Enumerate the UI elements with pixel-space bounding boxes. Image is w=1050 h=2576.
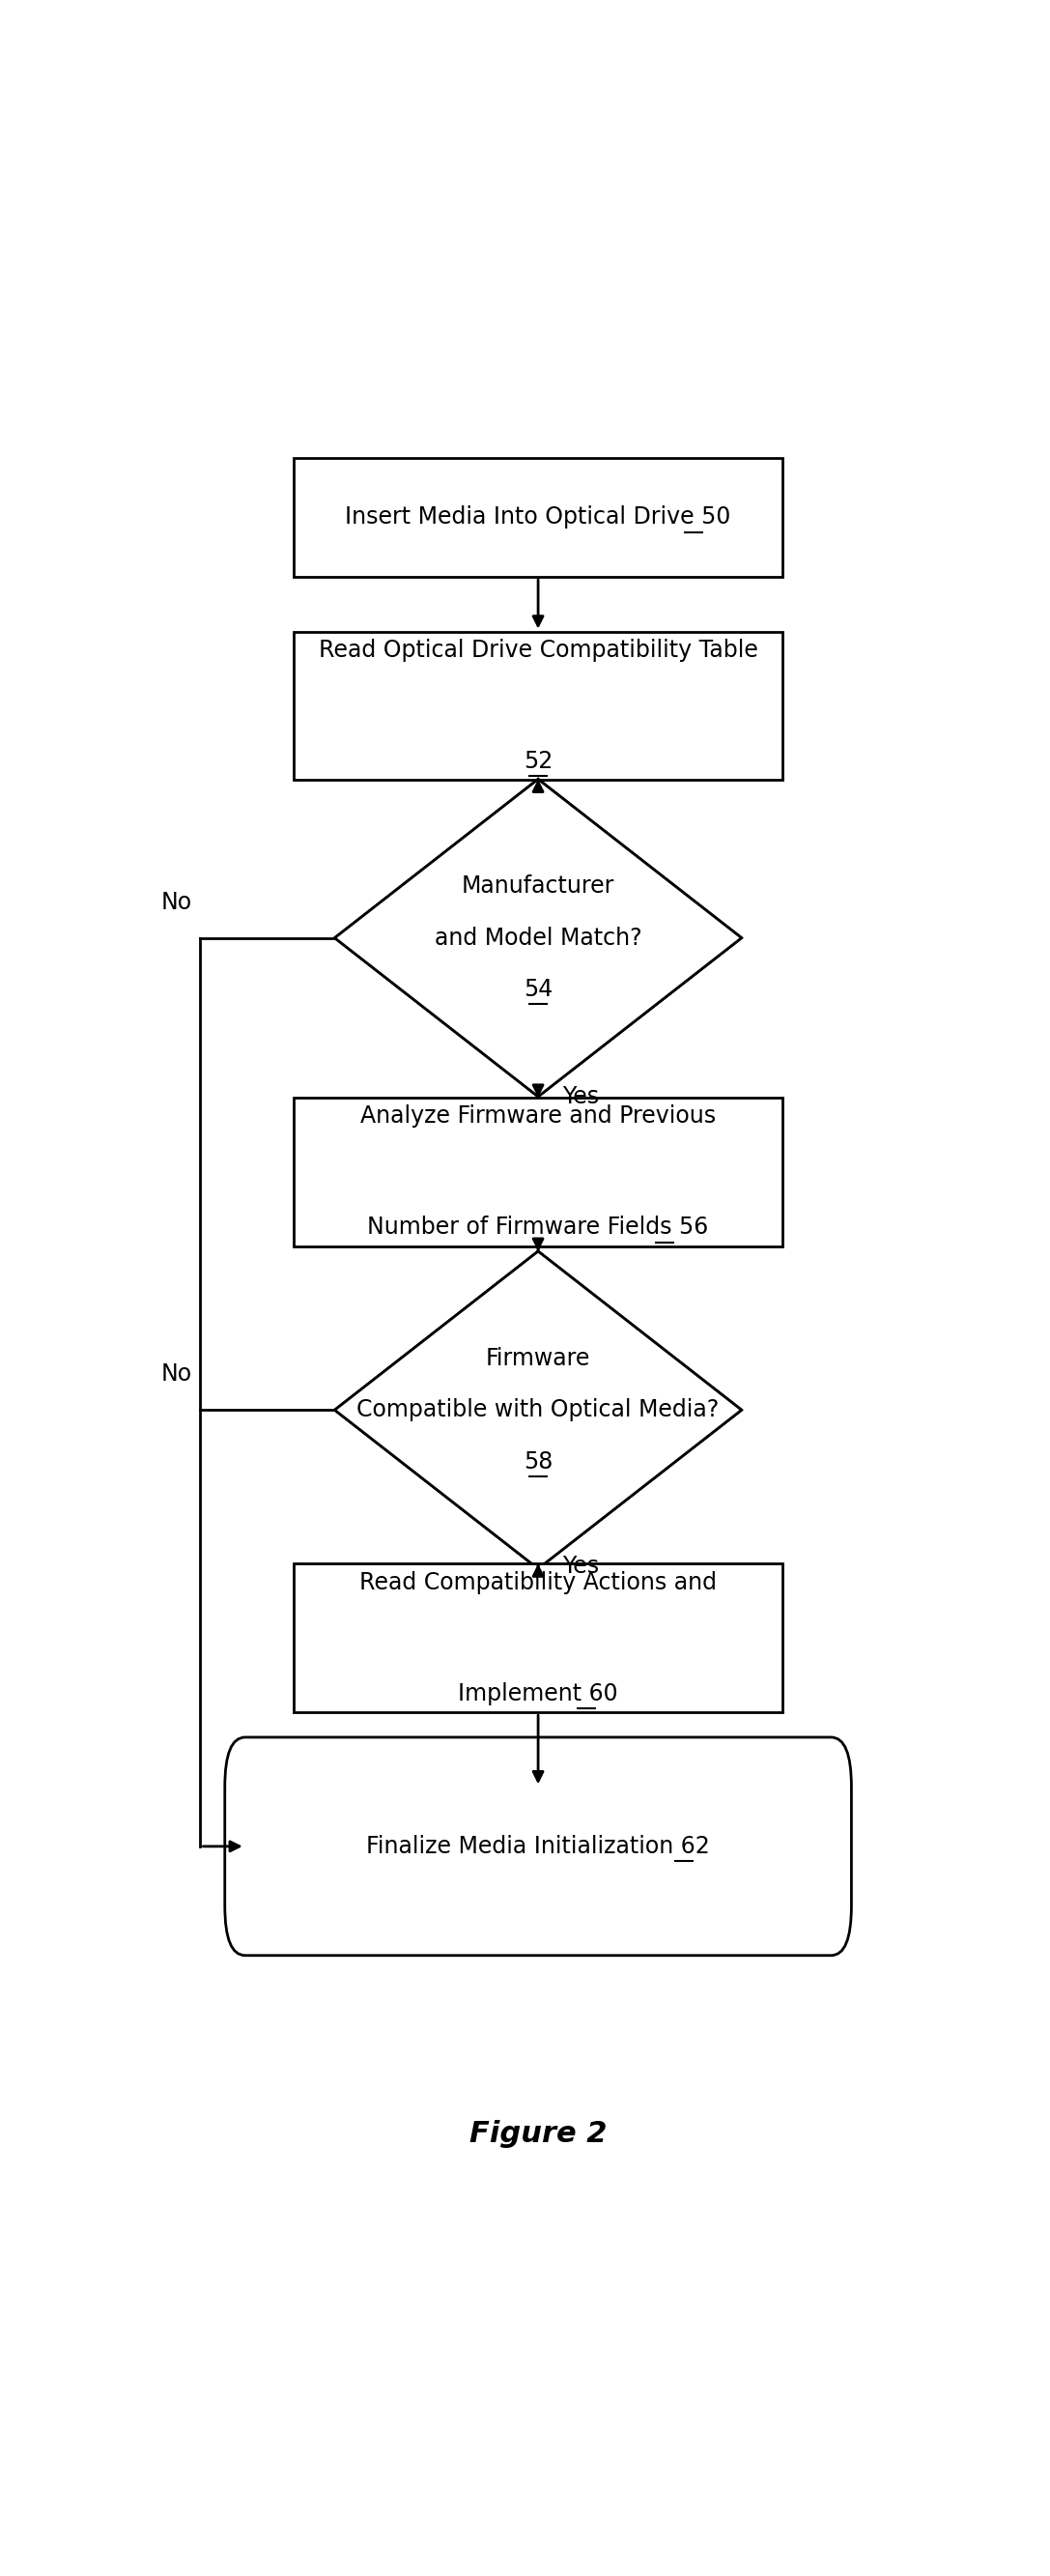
Text: Compatible with Optical Media?: Compatible with Optical Media?	[357, 1399, 719, 1422]
FancyBboxPatch shape	[294, 1564, 782, 1713]
Text: Analyze Firmware and Previous: Analyze Firmware and Previous	[360, 1105, 716, 1128]
Text: Read Compatibility Actions and: Read Compatibility Actions and	[359, 1571, 717, 1595]
Text: Finalize Media Initialization 62: Finalize Media Initialization 62	[366, 1834, 710, 1857]
Text: No: No	[162, 1363, 192, 1386]
Text: Implement 60: Implement 60	[458, 1682, 618, 1705]
FancyBboxPatch shape	[294, 459, 782, 577]
FancyBboxPatch shape	[294, 631, 782, 781]
Polygon shape	[335, 1252, 741, 1569]
Text: Insert Media Into Optical Drive 50: Insert Media Into Optical Drive 50	[345, 505, 731, 528]
Text: Read Optical Drive Compatibility Table: Read Optical Drive Compatibility Table	[318, 639, 758, 662]
Text: Manufacturer: Manufacturer	[462, 876, 614, 899]
Text: Yes: Yes	[563, 1084, 600, 1108]
Text: Figure 2: Figure 2	[469, 2120, 607, 2148]
Text: Firmware: Firmware	[486, 1347, 590, 1370]
Text: 58: 58	[524, 1450, 552, 1473]
Polygon shape	[335, 778, 741, 1097]
Text: Yes: Yes	[563, 1553, 600, 1577]
Text: 52: 52	[524, 750, 552, 773]
FancyBboxPatch shape	[225, 1736, 852, 1955]
Text: Number of Firmware Fields 56: Number of Firmware Fields 56	[368, 1216, 709, 1239]
Text: No: No	[162, 891, 192, 914]
Text: 54: 54	[524, 979, 552, 1002]
FancyBboxPatch shape	[294, 1097, 782, 1247]
Text: and Model Match?: and Model Match?	[435, 927, 642, 951]
